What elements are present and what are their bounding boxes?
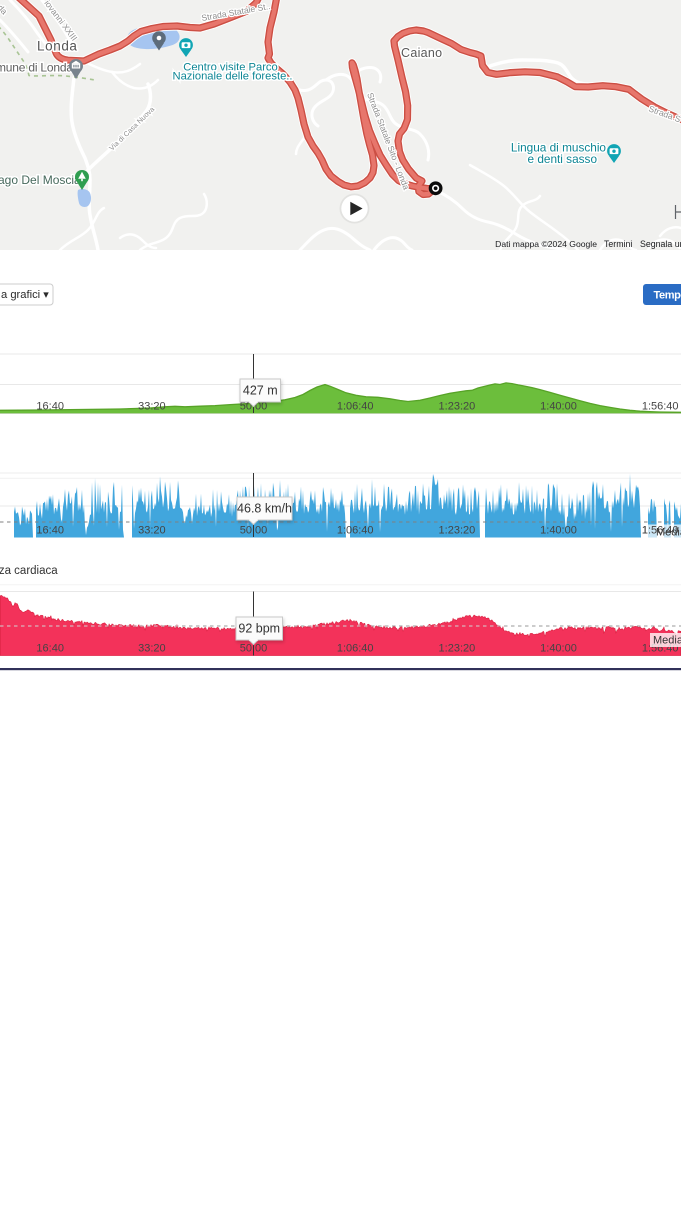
svg-text:1:40:00: 1:40:00	[540, 401, 577, 413]
svg-text:16:40: 16:40	[36, 401, 64, 413]
svg-text:e denti sasso: e denti sasso	[527, 152, 597, 166]
svg-text:Termini: Termini	[604, 239, 632, 249]
svg-text:1:56:40: 1:56:40	[642, 401, 679, 413]
svg-text:1:23:20: 1:23:20	[439, 643, 476, 655]
svg-text:Frequenza cardiaca: Frequenza cardiaca	[0, 565, 58, 577]
svg-text:46.8 km/h: 46.8 km/h	[237, 502, 292, 516]
svg-text:Nazionale delle foreste..: Nazionale delle foreste..	[172, 71, 292, 83]
svg-text:16:40: 16:40	[36, 525, 64, 537]
svg-text:a grafici ▾: a grafici ▾	[1, 289, 49, 301]
svg-text:16:40: 16:40	[36, 643, 64, 655]
svg-text:1:06:40: 1:06:40	[337, 643, 374, 655]
svg-text:Dati mappa ©2024 Google: Dati mappa ©2024 Google	[495, 239, 597, 249]
svg-text:1:40:00: 1:40:00	[540, 643, 577, 655]
svg-text:Londa: Londa	[37, 39, 78, 54]
svg-text:Media:: Media:	[656, 527, 681, 539]
svg-text:33:20: 33:20	[138, 401, 166, 413]
svg-text:Media:: Media:	[653, 635, 681, 647]
svg-text:Tempo: Tempo	[654, 290, 681, 302]
svg-text:ago Del Moscia: ago Del Moscia	[0, 173, 81, 187]
svg-text:92 bpm: 92 bpm	[238, 622, 280, 636]
svg-text:1:23:20: 1:23:20	[439, 525, 476, 537]
svg-text:1:23:20: 1:23:20	[439, 401, 476, 413]
svg-text:33:20: 33:20	[138, 643, 166, 655]
svg-text:1:06:40: 1:06:40	[337, 401, 374, 413]
svg-text:mune di Londa: mune di Londa	[0, 61, 73, 75]
svg-text:1:40:00: 1:40:00	[540, 525, 577, 537]
svg-text:Caiano: Caiano	[401, 46, 442, 60]
svg-text:Segnala un err: Segnala un err	[640, 239, 681, 249]
svg-text:427 m: 427 m	[243, 384, 278, 398]
svg-text:33:20: 33:20	[138, 525, 166, 537]
svg-text:1:06:40: 1:06:40	[337, 525, 374, 537]
